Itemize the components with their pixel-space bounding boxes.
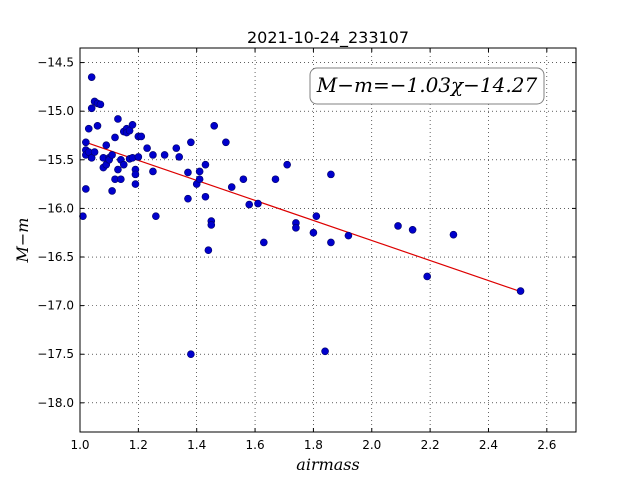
data-point bbox=[114, 165, 122, 174]
x-tick-label: 2.0 bbox=[362, 438, 381, 452]
data-points bbox=[79, 73, 525, 359]
x-axis-label: airmass bbox=[296, 455, 359, 474]
data-point bbox=[134, 153, 143, 161]
data-point bbox=[143, 144, 151, 152]
data-point bbox=[90, 148, 99, 156]
data-point bbox=[260, 238, 268, 247]
data-point bbox=[102, 141, 111, 150]
data-point bbox=[204, 246, 213, 255]
data-point bbox=[108, 187, 116, 195]
data-point bbox=[516, 287, 525, 295]
data-point bbox=[187, 138, 195, 147]
x-tick-label: 1.4 bbox=[187, 438, 206, 452]
data-point bbox=[114, 115, 122, 123]
data-point bbox=[195, 175, 204, 184]
annotation-box bbox=[309, 67, 545, 105]
data-point bbox=[312, 212, 321, 220]
data-point bbox=[292, 224, 300, 232]
data-point bbox=[119, 160, 128, 169]
y-tick-label: −17.5 bbox=[37, 347, 74, 361]
data-point bbox=[160, 151, 169, 159]
data-point bbox=[195, 167, 204, 176]
data-point bbox=[321, 347, 329, 356]
x-tick-label: 1.6 bbox=[246, 438, 265, 452]
y-tick-label: −15.0 bbox=[37, 104, 74, 118]
data-point bbox=[201, 192, 210, 201]
fit-equation: M−m=−1.03χ−14.27 bbox=[316, 73, 538, 97]
data-point bbox=[96, 100, 105, 109]
data-point bbox=[137, 132, 146, 141]
data-point bbox=[394, 222, 402, 230]
data-point bbox=[117, 175, 125, 184]
data-point bbox=[423, 272, 432, 281]
data-point bbox=[344, 231, 353, 240]
data-point bbox=[128, 121, 137, 129]
data-point bbox=[187, 350, 195, 359]
x-tick-label: 2.6 bbox=[537, 438, 556, 452]
data-point bbox=[239, 175, 248, 184]
data-point bbox=[327, 170, 335, 179]
data-point bbox=[131, 180, 140, 188]
data-point bbox=[84, 124, 93, 133]
data-point bbox=[184, 168, 192, 177]
x-tick-label: 1.2 bbox=[129, 438, 148, 452]
data-point bbox=[327, 238, 335, 247]
x-tick-label: 1.0 bbox=[70, 438, 89, 452]
data-point bbox=[309, 228, 318, 237]
data-point bbox=[131, 170, 140, 179]
x-tick-label: 1.8 bbox=[304, 438, 323, 452]
data-point bbox=[79, 212, 87, 220]
y-tick-label: −17.0 bbox=[37, 299, 74, 313]
plot-frame bbox=[79, 47, 577, 433]
data-point bbox=[93, 121, 102, 130]
data-point bbox=[201, 160, 210, 169]
fit-line-group bbox=[85, 141, 518, 292]
axis-ticks bbox=[79, 48, 576, 432]
x-tick-label: 2.4 bbox=[479, 438, 498, 452]
data-point bbox=[175, 153, 183, 161]
data-point bbox=[82, 185, 90, 193]
y-tick-label: −18.0 bbox=[37, 396, 74, 410]
y-tick-label: −14.5 bbox=[37, 56, 74, 70]
data-point bbox=[245, 200, 254, 209]
chart-title: 2021-10-24_233107 bbox=[247, 28, 409, 48]
data-point bbox=[271, 175, 280, 184]
fit-equation-box: M−m=−1.03χ−14.27 bbox=[309, 67, 545, 105]
data-point bbox=[149, 151, 157, 159]
data-point bbox=[254, 199, 262, 208]
grid bbox=[79, 48, 576, 432]
data-point bbox=[82, 138, 90, 147]
y-tick-label: −15.5 bbox=[37, 153, 74, 167]
data-point bbox=[210, 121, 219, 130]
data-point bbox=[87, 104, 96, 113]
y-tick-labels: −14.5 −15.0 −15.5 −16.0 −16.5 −17.0 −17.5 −18.0 bbox=[37, 56, 74, 410]
y-tick-label: −16.5 bbox=[37, 250, 74, 264]
data-point bbox=[449, 230, 458, 239]
data-point bbox=[227, 183, 236, 191]
y-tick-label: −16.0 bbox=[37, 201, 74, 215]
data-point bbox=[283, 160, 291, 169]
y-axis-label: M−m bbox=[13, 218, 32, 264]
data-point bbox=[207, 221, 216, 229]
x-tick-label: 2.2 bbox=[421, 438, 440, 452]
data-point bbox=[149, 167, 157, 176]
data-point bbox=[222, 138, 230, 147]
data-point bbox=[108, 151, 116, 159]
x-tick-labels: 1.0 1.2 1.4 1.6 1.8 2.0 2.2 2.4 2.6 bbox=[70, 438, 556, 452]
data-point bbox=[87, 73, 96, 81]
data-point bbox=[152, 212, 160, 220]
fit-line bbox=[85, 141, 518, 292]
data-point bbox=[408, 225, 417, 234]
data-point bbox=[172, 144, 181, 152]
data-point bbox=[111, 133, 119, 142]
data-point bbox=[184, 194, 192, 203]
